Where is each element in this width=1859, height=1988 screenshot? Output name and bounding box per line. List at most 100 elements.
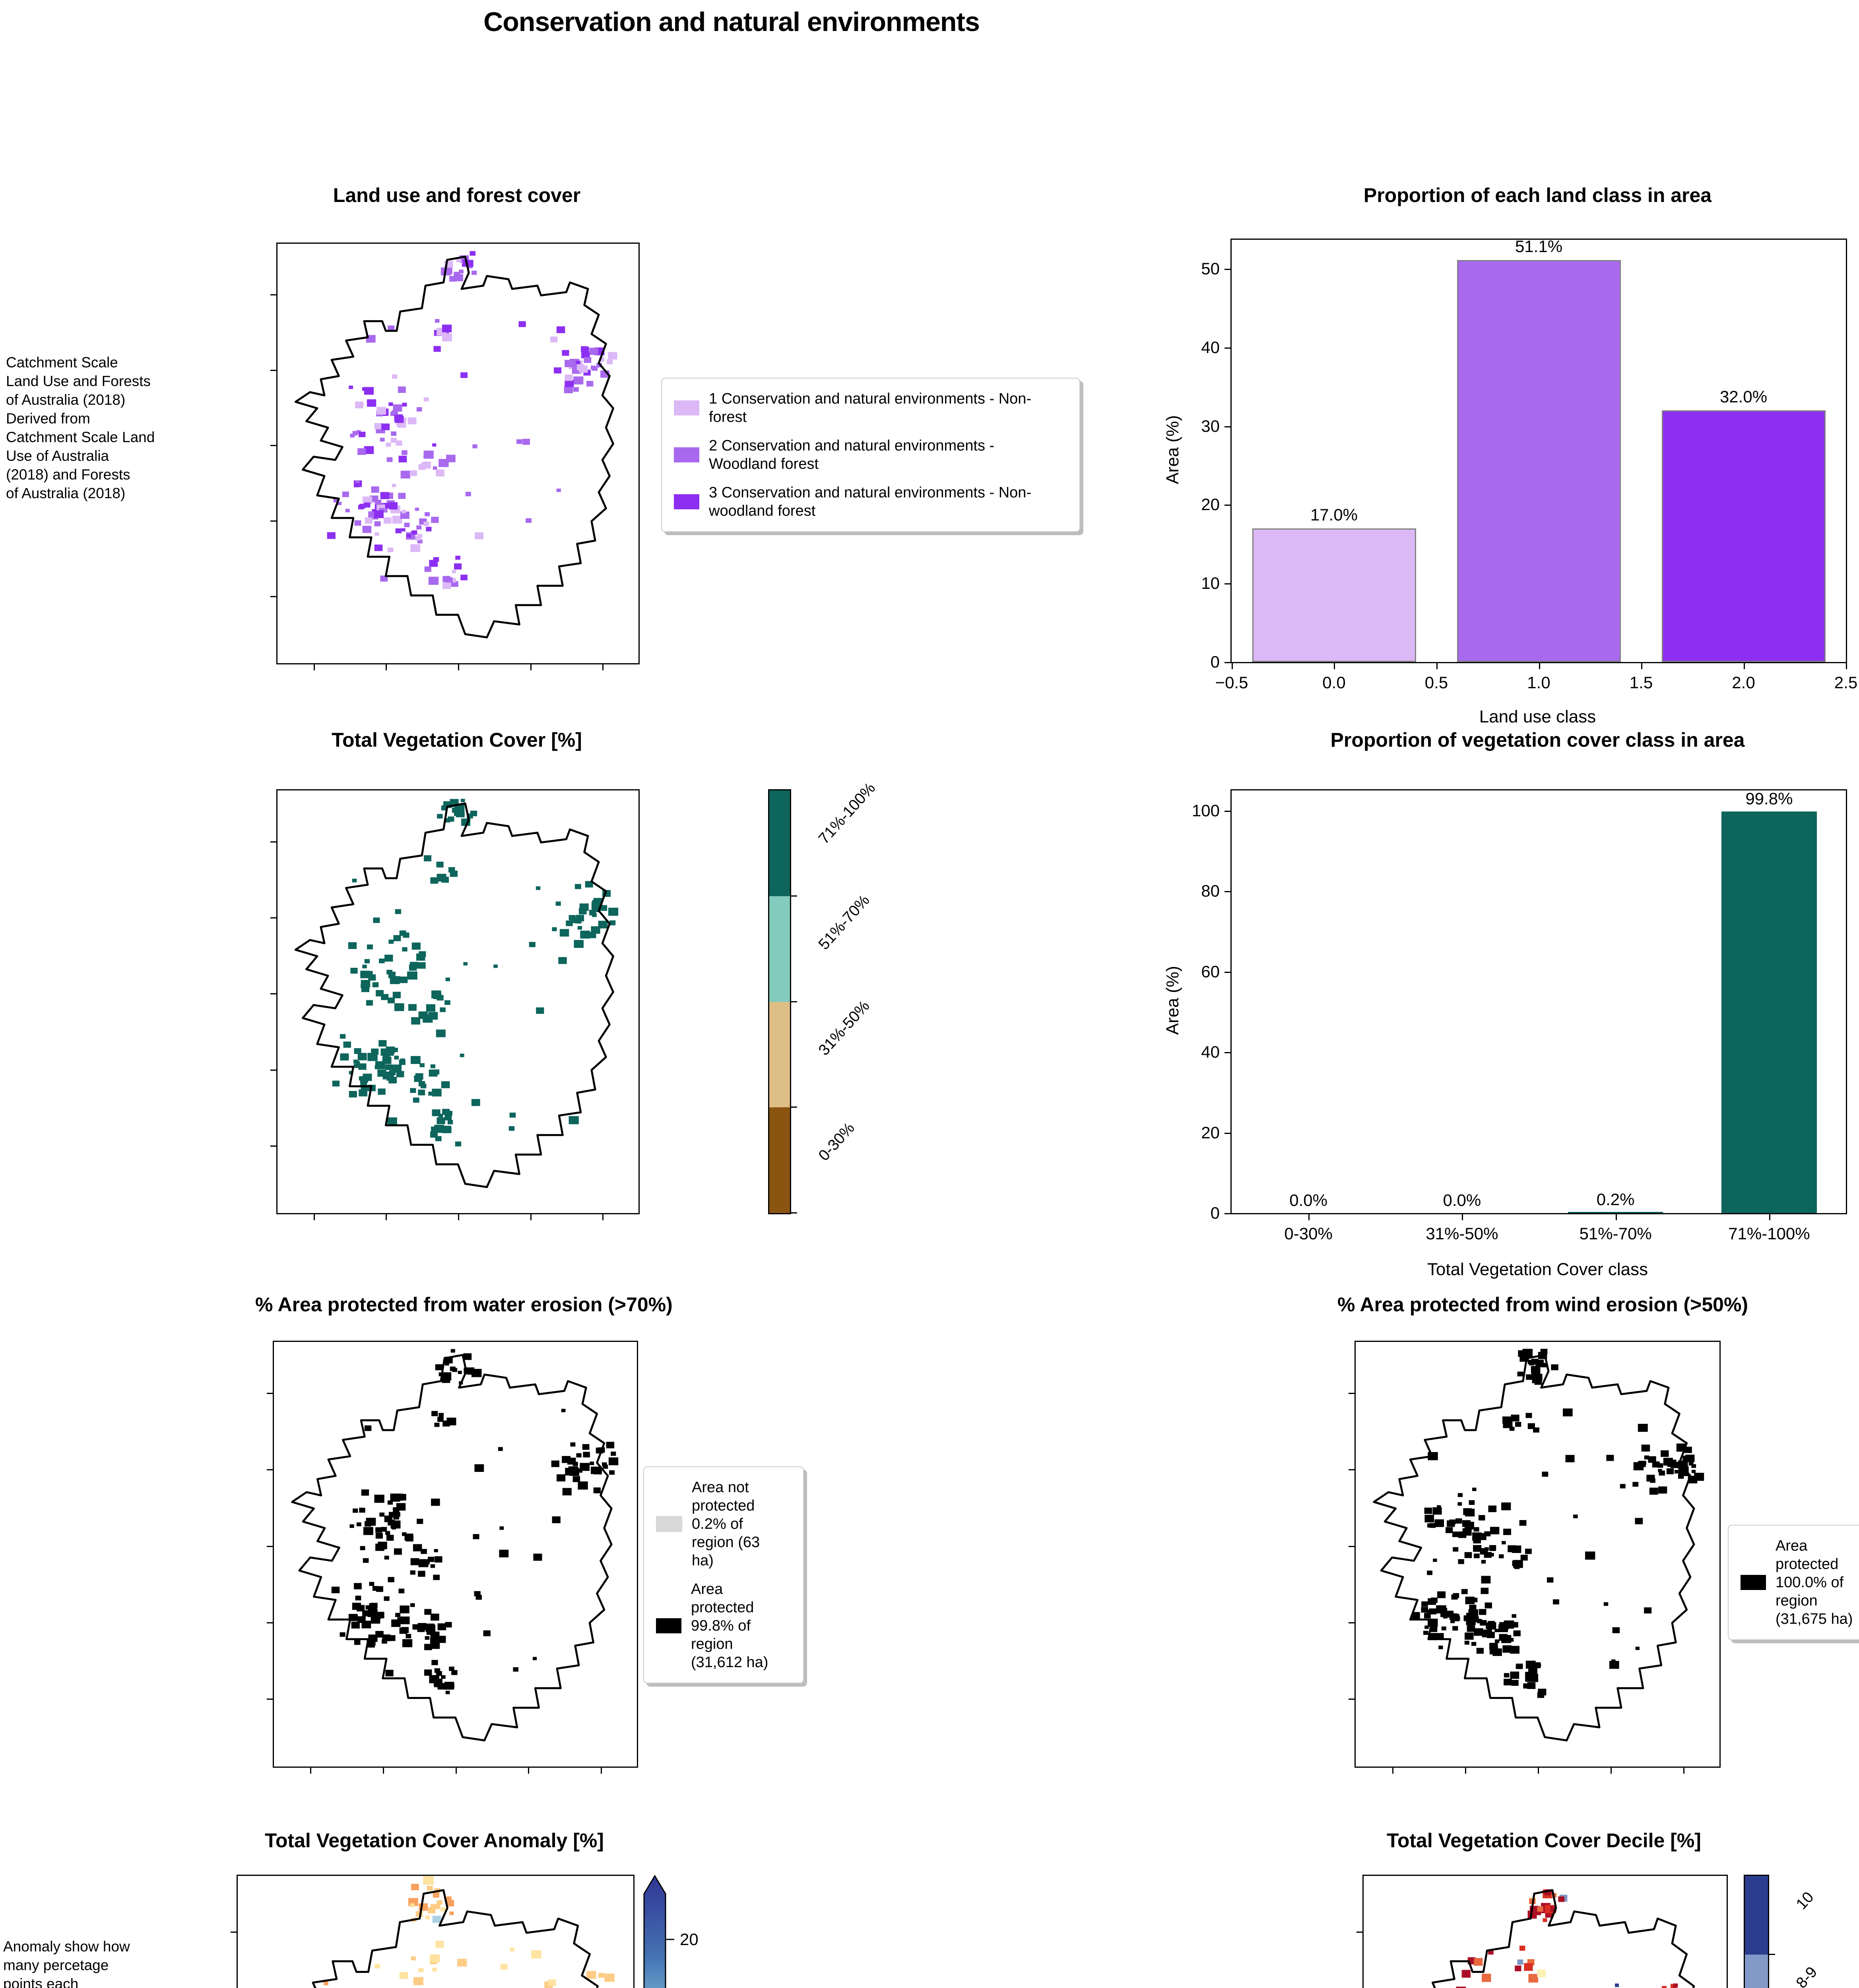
map-pixel	[435, 1364, 443, 1371]
map-pixel	[1484, 1552, 1492, 1558]
map-pixel	[402, 417, 407, 421]
map-pixel	[1499, 1554, 1504, 1559]
map-pixel	[1661, 1986, 1667, 1988]
map-pixel	[463, 1353, 472, 1360]
map-pixel	[449, 1666, 454, 1671]
map-pixel	[1457, 1493, 1463, 1497]
map-pixel	[426, 527, 432, 532]
map-pixel	[418, 1571, 425, 1577]
map-pixel	[1495, 1639, 1500, 1643]
map-pixel	[423, 397, 429, 402]
region-boundary	[1374, 1355, 1694, 1740]
map-pixel	[401, 528, 406, 532]
map-pixel	[562, 350, 569, 356]
map-pixel	[418, 1559, 429, 1567]
map-pixel	[1469, 1500, 1475, 1505]
map-pixel	[1456, 1986, 1466, 1988]
map-pixel	[1620, 1484, 1626, 1489]
map-pixel	[433, 346, 441, 352]
map-pixel	[421, 462, 429, 469]
map-pixel	[381, 1527, 387, 1532]
map-pixel	[385, 1670, 394, 1677]
land-class-chart-plot: 0 10 20 30 40 50 −0.5 0.0 0.5 1.0 1.5 2.0 2.5 17.0% 51…	[1201, 237, 1857, 692]
map-pixel	[576, 364, 585, 371]
axis-tick	[267, 1469, 274, 1471]
map-pixel	[1490, 1527, 1500, 1534]
map-pixel	[460, 1054, 464, 1057]
map-pixel	[449, 276, 456, 282]
map-pixel	[551, 1460, 559, 1467]
map-pixel	[1489, 1553, 1494, 1557]
map-pixel	[1484, 1531, 1491, 1537]
map-pixel	[463, 962, 468, 966]
axis-tick	[1224, 662, 1232, 663]
map-pixel	[365, 1605, 371, 1609]
map-pixel	[392, 374, 398, 379]
map-pixel	[1424, 1507, 1432, 1514]
map-pixel	[1644, 1455, 1649, 1460]
axis-tick	[1465, 1767, 1466, 1774]
map-pixel	[499, 1549, 509, 1557]
map-pixel	[355, 401, 364, 409]
map-pixel	[1480, 1620, 1487, 1626]
map-pixel	[415, 507, 419, 511]
map-pixel	[1691, 1464, 1696, 1468]
map-pixel	[343, 1041, 351, 1048]
axis-tick	[530, 1213, 532, 1220]
land-use-caption: Catchment Scale Land Use and Forests of …	[6, 354, 155, 501]
map-pixel	[1527, 1682, 1536, 1689]
map-pixel	[430, 1637, 438, 1644]
axis-tick	[270, 294, 277, 295]
map-pixel	[1671, 1460, 1677, 1464]
map-pixel	[413, 1097, 419, 1103]
map-pixel	[580, 930, 590, 939]
map-pixel	[1525, 1660, 1536, 1669]
map-pixel	[1638, 1424, 1648, 1432]
map-pixel	[1536, 1663, 1541, 1667]
map-pixel	[1524, 1963, 1533, 1971]
map-pixel	[434, 1124, 444, 1133]
map-pixel	[608, 352, 617, 360]
map-pixel	[470, 251, 476, 256]
map-pixel	[1603, 1602, 1609, 1606]
map-pixel	[444, 1362, 449, 1366]
map-pixel	[371, 1048, 379, 1055]
map-pixel	[1489, 1545, 1496, 1551]
map-pixel	[1432, 1507, 1442, 1515]
map-pixel	[437, 874, 446, 882]
colorbar-label: 0-30%	[815, 1119, 858, 1165]
map-pixel	[1473, 1545, 1482, 1552]
map-pixel	[340, 1053, 349, 1061]
veg-class-chart-ylabel: Area (%)	[1163, 966, 1182, 1035]
map-pixel	[384, 1596, 390, 1601]
map-pixel	[1635, 1646, 1640, 1650]
map-pixel	[1476, 1619, 1481, 1623]
map-pixel	[1423, 1631, 1428, 1635]
y-tick-label: 20	[1201, 1123, 1220, 1142]
map-pixel	[435, 1136, 442, 1142]
map-pixel	[1525, 1672, 1533, 1679]
map-pixel	[462, 263, 467, 267]
x-tick-label: 0.5	[1424, 673, 1448, 692]
map-pixel	[1502, 1541, 1506, 1545]
map-pixel	[384, 517, 392, 524]
map-pixel	[591, 926, 600, 934]
map-pixel	[457, 1959, 467, 1967]
map-pixel	[376, 407, 386, 415]
map-pixel	[395, 1613, 401, 1617]
veg-cover-colorbar-labels: 71%-100% 51%-70% 31%-50% 0-30%	[768, 779, 879, 1212]
region-boundary	[1382, 1890, 1701, 1988]
map-pixel	[1473, 1535, 1478, 1539]
colorbar-label: 31%-50%	[815, 997, 873, 1059]
map-pixel	[362, 496, 373, 505]
axis-tick	[458, 1213, 459, 1220]
legend-entry: Area not protected 0.2% of region (63 ha…	[656, 1478, 791, 1570]
map-pixel	[1537, 1692, 1545, 1698]
x-tick-label: 1.0	[1527, 673, 1550, 692]
map-pixel	[608, 907, 619, 916]
map-pixel	[1464, 1522, 1474, 1530]
map-pixel	[1438, 1645, 1443, 1649]
y-tick-label: 50	[1201, 259, 1220, 278]
map-pixel	[357, 1053, 367, 1060]
map-pixel	[416, 407, 422, 412]
